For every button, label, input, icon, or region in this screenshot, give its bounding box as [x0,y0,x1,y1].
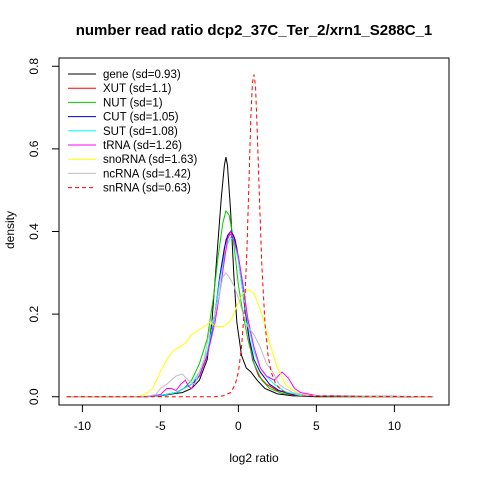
x-tick-label: -5 [155,419,166,433]
x-tick-label: 5 [313,419,320,433]
legend-label-3: CUT (sd=1.05) [103,112,179,124]
series-line-3 [66,230,434,398]
legend-label-6: snoRNA (sd=1.63) [103,154,197,166]
legend-label-2: NUT (sd=1) [103,97,163,109]
plot-frame [58,57,450,406]
y-axis-label: density [3,211,17,249]
legend-label-4: SUT (sd=1.08) [103,126,178,138]
chart-title: number read ratio dcp2_37C_Ter_2/xrn1_S2… [76,22,433,39]
series-line-7 [66,271,434,398]
y-tick-label: 0.2 [27,305,41,322]
y-tick-label: 0.8 [27,58,41,75]
series-line-2 [66,209,434,398]
x-axis-label: log2 ratio [229,451,279,465]
series-line-6 [66,288,434,398]
x-axis: -10 -5 0 5 10 [74,404,402,433]
legend-label-0: gene (sd=0.93) [103,69,181,81]
y-axis: 0.0 0.2 0.4 0.6 0.8 [27,58,60,405]
x-tick-label: 10 [388,419,402,433]
series-layer [66,74,434,398]
legend-label-7: ncRNA (sd=1.42) [103,168,191,180]
series-line-5 [66,230,434,398]
legend-label-5: tRNA (sd=1.26) [103,140,182,152]
series-line-4 [66,236,434,398]
y-tick-label: 0.6 [27,140,41,157]
legend-label-1: XUT (sd=1.1) [103,83,172,95]
series-line-8 [66,74,434,398]
x-tick-label: -10 [74,419,92,433]
legend-label-8: snRNA (sd=0.63) [103,183,191,195]
x-tick-label: 0 [235,419,242,433]
y-tick-label: 0.4 [27,223,41,240]
series-line-1 [66,232,434,398]
y-tick-label: 0.0 [27,388,41,405]
series-line-0 [66,157,434,398]
legend: gene (sd=0.93) XUT (sd=1.1) NUT (sd=1) CUT … [68,69,197,195]
